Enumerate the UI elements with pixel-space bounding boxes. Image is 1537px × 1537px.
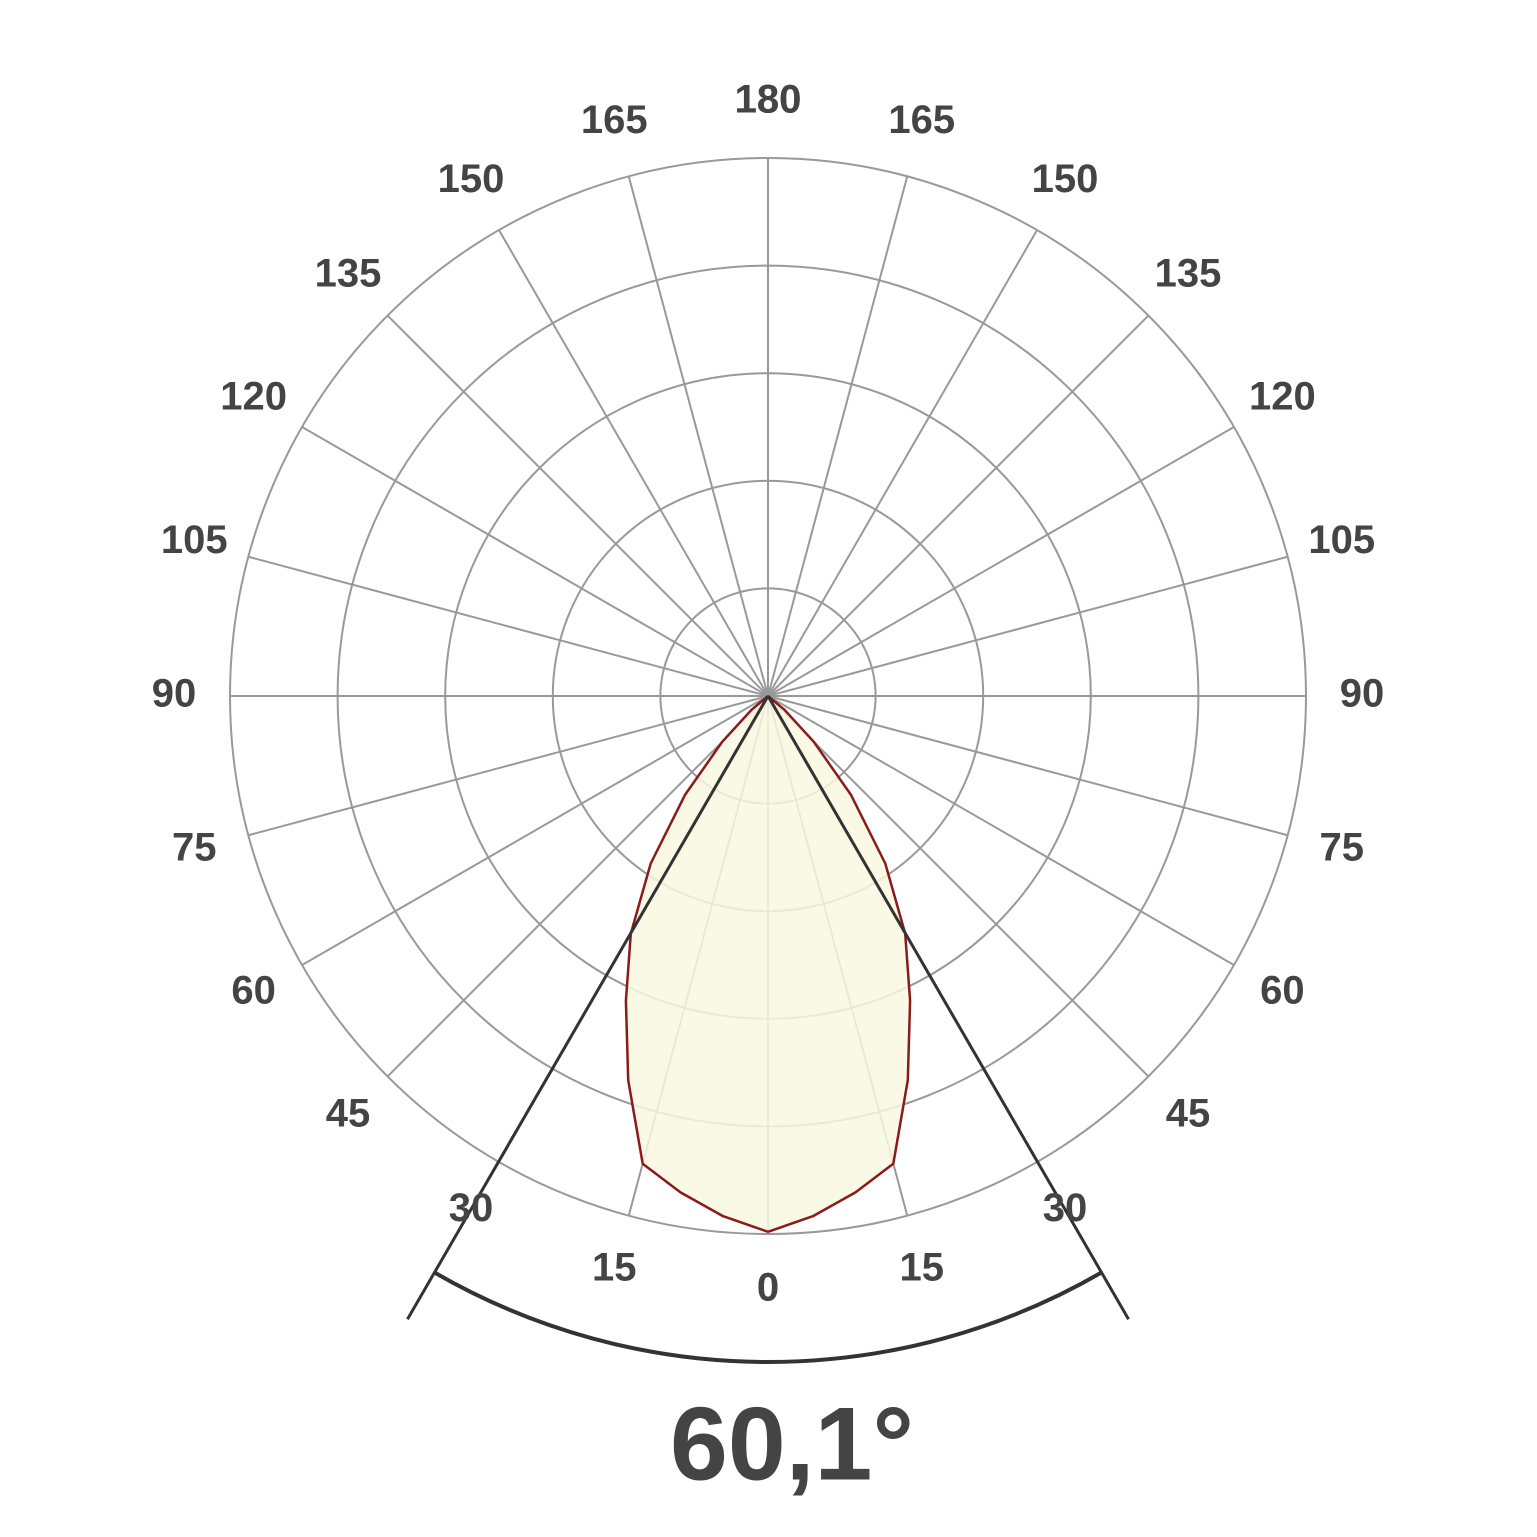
grid-spoke [248,555,769,697]
grid-spoke [767,314,1150,697]
theta-tick-label: 75 [172,825,217,869]
grid-spoke [767,555,1288,697]
grid-spoke [248,695,769,837]
grid-spoke [386,314,769,697]
theta-tick-label: 120 [1249,375,1316,419]
grid-spoke [767,176,909,697]
theta-tick-label: 30 [1043,1186,1088,1230]
beam-line [406,695,770,1320]
beam-angle [406,695,1130,1364]
theta-tick-label: 165 [888,98,955,142]
theta-tick-label: 150 [438,157,505,201]
theta-tick-label: 0 [757,1266,779,1310]
grid-spoke [301,695,769,966]
theta-tick-label: 135 [315,252,382,296]
theta-tick-label: 30 [449,1186,494,1230]
theta-tick-label: 135 [1155,252,1222,296]
curve-line [767,695,912,1233]
labels: 00 15153030454560607575909010510512012013… [152,78,1385,1310]
grid-spoke [767,426,1235,697]
theta-tick-label: 60 [1260,969,1305,1013]
theta-tick-label: 180 [735,78,802,122]
theta-tick-label: 105 [1308,518,1375,562]
grid-spoke [498,229,769,697]
theta-tick-label: 90 [1340,672,1385,716]
curve [624,695,912,1233]
theta-tick-label: 150 [1032,157,1099,201]
theta-tick-label: 0 [757,1266,779,1310]
theta-tick-label: 75 [1320,825,1365,869]
grid-spoke [767,229,1038,697]
grid-spoke [767,695,1150,1078]
beam-angle-label: 60,1° [670,1386,914,1502]
beam-line [766,695,1130,1320]
curve-fill [625,696,768,1232]
theta-tick-label: 45 [326,1092,371,1136]
theta-tick-label: 15 [592,1245,637,1289]
theta-tick-label: 105 [161,518,228,562]
grid-spoke [627,176,769,697]
beam-arc [433,1270,1103,1364]
grid-spoke [767,695,1235,966]
theta-tick-label: 45 [1166,1092,1211,1136]
curve-line [624,695,769,1233]
theta-tick-label: 180 [735,78,802,122]
grid-spoke [301,426,769,697]
theta-tick-label: 165 [581,98,648,142]
grid-spoke [767,695,1288,837]
grid-spoke [386,695,769,1078]
theta-tick-label: 120 [220,375,287,419]
theta-tick-label: 60 [231,969,276,1013]
theta-tick-label: 15 [899,1245,944,1289]
theta-tick-label: 90 [152,672,197,716]
curve-fill [768,696,911,1232]
